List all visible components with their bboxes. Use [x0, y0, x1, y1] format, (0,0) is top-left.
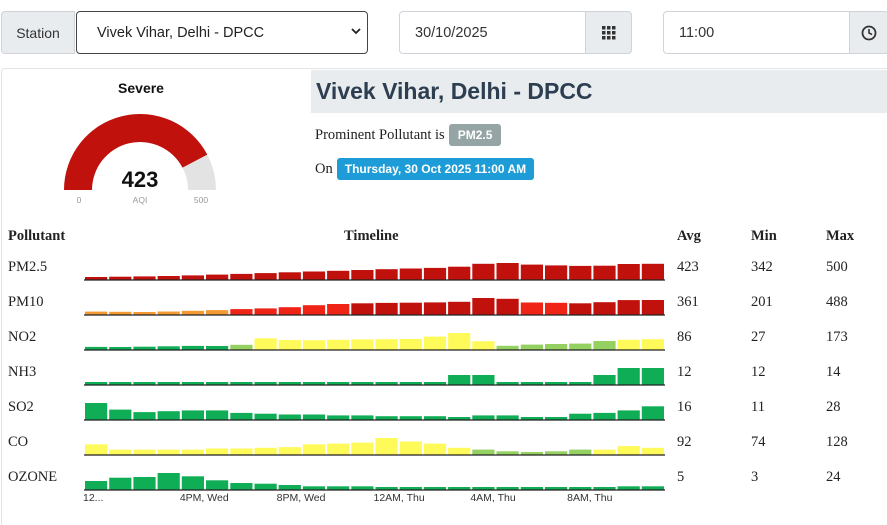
calendar-button[interactable] [585, 11, 632, 54]
gauge-max-label: 500 [194, 195, 208, 205]
prominent-prefix: Prominent Pollutant is [315, 126, 445, 143]
aqi-label: AQI [133, 195, 148, 205]
time-input[interactable]: 11:00 [663, 11, 850, 54]
date-value: 30/10/2025 [415, 24, 488, 41]
pollutant-max: 14 [826, 364, 841, 380]
header-min: Min [751, 228, 777, 244]
chevron-down-icon [351, 28, 361, 35]
prominent-pollutant-line: Prominent Pollutant is PM2.5 [315, 124, 502, 146]
pollutant-min: 27 [751, 329, 766, 345]
timeline-tick-label: 4PM, Wed [179, 492, 229, 504]
pollutant-min: 12 [751, 364, 766, 380]
pollutant-max: 500 [826, 259, 848, 275]
pollutant-name: CO [8, 434, 29, 450]
pollutant-min: 74 [751, 434, 766, 450]
prominent-pollutant-badge: PM2.5 [448, 124, 502, 146]
aqi-card [1, 68, 887, 525]
datetime-badge: Thursday, 30 Oct 2025 11:00 AM [336, 158, 535, 180]
pollutant-name: PM10 [8, 294, 44, 310]
station-select[interactable]: Vivek Vihar, Delhi - DPCC [76, 11, 368, 54]
date-input[interactable]: 30/10/2025 [399, 11, 586, 54]
gauge-min-label: 0 [77, 195, 82, 205]
pollutant-max: 488 [826, 294, 848, 310]
header-timeline: Timeline [344, 228, 399, 244]
aqi-category: Severe [118, 80, 164, 96]
time-value: 11:00 [679, 24, 715, 41]
pollutant-name: NH3 [8, 364, 37, 380]
timeline-tick-label: 8AM, Thu [567, 492, 613, 504]
pollutant-name: NO2 [8, 329, 37, 345]
pollutant-avg: 92 [677, 434, 692, 450]
header-avg: Avg [677, 228, 701, 244]
pollutant-name: PM2.5 [8, 259, 48, 275]
calendar-grid-icon [601, 25, 615, 39]
timeline-tick-label: 4AM, Thu [470, 492, 516, 504]
clock-button[interactable] [849, 11, 887, 54]
pollutant-max: 128 [826, 434, 848, 450]
clock-icon [861, 25, 877, 40]
pollutant-avg: 16 [677, 399, 692, 415]
aqi-gauge: 423 AQI 0 500 [64, 114, 216, 205]
gauge-fill [64, 114, 208, 190]
pollutant-avg: 361 [677, 294, 699, 310]
pollutant-avg: 5 [677, 469, 685, 485]
datetime-line: On Thursday, 30 Oct 2025 11:00 AM [315, 158, 535, 180]
pollutant-avg: 12 [677, 364, 692, 380]
pollutant-max: 28 [826, 399, 841, 415]
pollutant-avg: 86 [677, 329, 692, 345]
timeline-tick-label: 12... [83, 492, 104, 504]
pollutant-max: 24 [826, 469, 841, 485]
pollutant-avg: 423 [677, 259, 699, 275]
station-label: Station [1, 11, 75, 54]
header-pollutant: Pollutant [8, 228, 66, 244]
header-max: Max [826, 228, 855, 244]
pollutant-min: 3 [751, 469, 759, 485]
on-prefix: On [315, 160, 333, 177]
pollutant-max: 173 [826, 329, 848, 345]
pollutant-min: 201 [751, 294, 773, 310]
timeline-tick-label: 12AM, Thu [373, 492, 425, 504]
pollutant-min: 342 [751, 259, 773, 275]
station-title: Vivek Vihar, Delhi - DPCC [311, 70, 887, 113]
timeline-tick-label: 8PM, Wed [276, 492, 326, 504]
aqi-value: 423 [122, 167, 159, 192]
station-select-value: Vivek Vihar, Delhi - DPCC [97, 24, 265, 41]
pollutant-name: OZONE [8, 469, 58, 485]
pollutant-min: 11 [751, 399, 765, 415]
pollutant-name: SO2 [8, 399, 34, 415]
